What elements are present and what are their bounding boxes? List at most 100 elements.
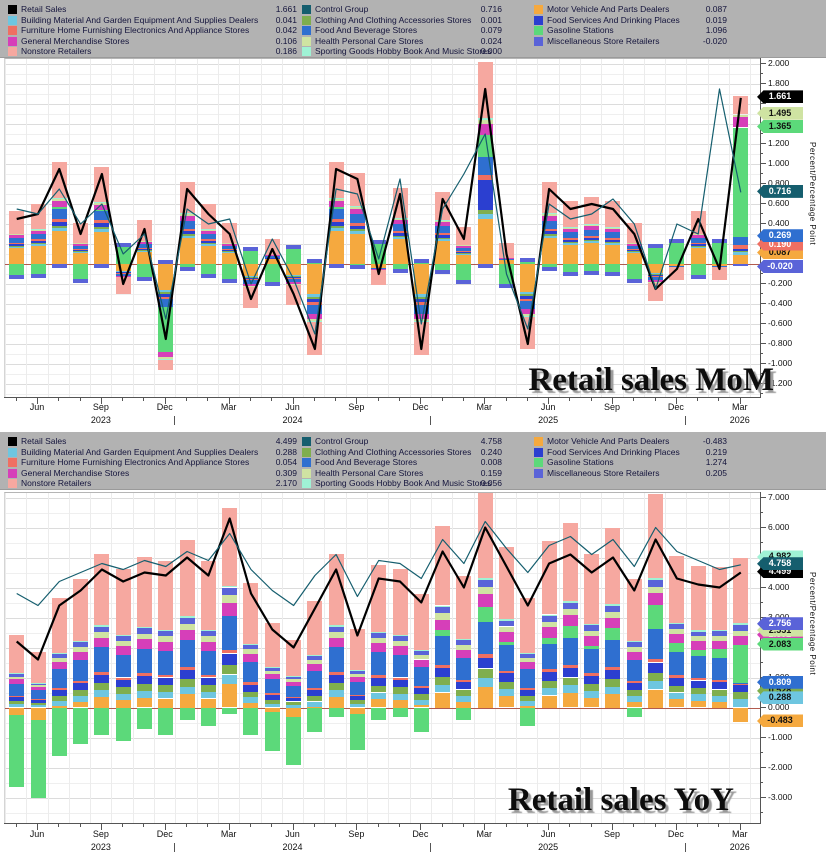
mom-gridline-h: [5, 144, 761, 145]
mom-bar-clothing: [222, 251, 238, 252]
mom-y-axis-label: 1.000: [768, 158, 790, 168]
mom-legend-label-furniture[interactable]: Furniture Home Furnishing Electronics An…: [21, 25, 250, 36]
yoy-bar-genmerch: [222, 602, 238, 616]
yoy-legend-label-health[interactable]: Health Personal Care Stores: [315, 467, 424, 478]
yoy-gridline-h: [5, 737, 761, 739]
mom-y-tick: [760, 143, 766, 144]
yoy-bar-foodserv: [51, 689, 67, 696]
mom-bar-building: [456, 254, 472, 255]
yoy-bar-health: [499, 626, 514, 633]
mom-legend-label-gasoline[interactable]: Gasoline Stations: [547, 25, 614, 36]
yoy-legend-swatch-health: [302, 468, 311, 478]
yoy-x-tick-label: Mar: [732, 829, 748, 839]
mom-bar-misc: [392, 269, 408, 273]
yoy-y-tick: [760, 601, 763, 603]
yoy-bar-misc: [30, 683, 46, 685]
mom-bar-genmerch: [562, 229, 578, 232]
yoy-bar-misc: [392, 635, 408, 641]
yoy-bar-clothing: [115, 687, 131, 694]
mom-legend-value-gasoline: 1.096: [705, 25, 727, 36]
mom-gridline-v: [494, 59, 496, 398]
yoy-bar-nonstore: [648, 493, 664, 579]
yoy-bar-motor: [392, 700, 408, 708]
mom-legend-label-motor[interactable]: Motor Vehicle And Parts Dealers: [547, 4, 670, 14]
yoy-bar-genmerch: [30, 686, 46, 691]
mom-legend-label-retail[interactable]: Retail Sales: [21, 4, 67, 14]
yoy-legend-swatch-gasoline: [534, 458, 543, 468]
yoy-legend-label-sporting[interactable]: Sporting Goods Hobby Book And Music Stor…: [315, 478, 492, 489]
yoy-bar-genmerch: [499, 632, 514, 643]
yoy-bar-gasoline: [371, 707, 387, 720]
mom-legend-label-misc[interactable]: Miscellaneous Store Retailers: [547, 35, 660, 46]
yoy-bar-building: [541, 688, 557, 696]
mom-bar-genmerch: [413, 314, 429, 319]
mom-bar-motor: [222, 253, 238, 264]
yoy-value-tag: 2.083: [757, 637, 803, 651]
yoy-legend-label-gasoline[interactable]: Gasoline Stations: [547, 457, 614, 468]
mom-bar-building: [307, 294, 323, 297]
mom-legend-label-health[interactable]: Health Personal Care Stores: [315, 35, 424, 46]
mom-x-tick: [122, 398, 124, 401]
mom-gridline-v: [516, 59, 518, 398]
mom-legend-label-sporting[interactable]: Sporting Goods Hobby Book And Music Stor…: [315, 46, 492, 57]
mom-bar-sporting: [349, 206, 365, 207]
yoy-legend-label-misc[interactable]: Miscellaneous Store Retailers: [547, 467, 660, 478]
mom-bar-foodbev: [94, 211, 110, 220]
yoy-bar-gasoline: [690, 649, 706, 656]
yoy-plot[interactable]: [4, 492, 761, 824]
mom-bar-sporting: [158, 359, 174, 360]
mom-bar-foodbev: [307, 305, 323, 314]
yoy-legend-label-foodbev[interactable]: Food And Beverage Stores: [315, 457, 418, 468]
mom-bar-furniture: [73, 249, 89, 250]
mom-bar-misc: [669, 239, 685, 243]
yoy-legend-label-motor[interactable]: Motor Vehicle And Parts Dealers: [547, 436, 670, 446]
yoy-legend-label-clothing[interactable]: Clothing And Clothing Accessories Stores: [315, 446, 472, 457]
mom-bar-health: [733, 114, 749, 117]
yoy-line-retail: [15, 517, 742, 661]
yoy-legend-label-building[interactable]: Building Material And Garden Equipment A…: [21, 446, 259, 457]
yoy-x-tick: [548, 824, 550, 830]
mom-bar-genmerch: [456, 246, 472, 248]
mom-bar-health: [307, 319, 323, 321]
mom-legend-label-genmerch[interactable]: General Merchandise Stores: [21, 35, 130, 46]
mom-bar-gasoline: [392, 264, 408, 269]
yoy-bar-nonstore: [51, 598, 67, 653]
yoy-bar-furniture: [9, 695, 25, 697]
mom-legend-label-building[interactable]: Building Material And Garden Equipment A…: [21, 14, 259, 25]
yoy-gridline-v: [388, 493, 390, 824]
yoy-legend-label-furniture[interactable]: Furniture Home Furnishing Electronics An…: [21, 457, 250, 468]
yoy-bar-furniture: [413, 685, 429, 688]
mom-bar-foodbev: [158, 299, 174, 307]
yoy-bar-foodserv: [136, 675, 152, 684]
mom-legend-label-foodserv[interactable]: Food Services And Drinking Places: [547, 14, 680, 25]
yoy-bar-nonstore: [456, 576, 472, 640]
mom-legend-label-foodbev[interactable]: Food And Beverage Stores: [315, 25, 418, 36]
yoy-legend-label-genmerch[interactable]: General Merchandise Stores: [21, 467, 130, 478]
mom-legend-label-clothing[interactable]: Clothing And Clothing Accessories Stores: [315, 14, 472, 25]
mom-y-tick: [760, 353, 763, 354]
yoy-bar-clothing: [605, 679, 621, 687]
mom-gridline-h: [5, 364, 761, 365]
yoy-legend-label-foodserv[interactable]: Food Services And Drinking Places: [547, 446, 680, 457]
mom-legend-swatch-foodserv: [534, 15, 543, 25]
mom-bar-misc: [690, 275, 706, 279]
mom-bar-health: [392, 219, 408, 220]
yoy-bar-sporting: [30, 682, 46, 684]
yoy-y-axis-label: 3.000: [768, 611, 790, 622]
mom-bar-sporting: [328, 198, 344, 199]
yoy-bar-nonstore: [115, 568, 131, 635]
yoy-legend-swatch-sporting: [302, 479, 311, 489]
yoy-legend-label-control[interactable]: Control Group: [315, 436, 369, 446]
mom-bar-motor: [349, 234, 365, 264]
mom-legend-label-nonstore[interactable]: Nonstore Retailers: [21, 46, 92, 57]
yoy-bar-furniture: [499, 670, 514, 674]
yoy-bar-health: [243, 649, 259, 654]
yoy-bar-sporting: [520, 652, 536, 654]
mom-legend-label-control[interactable]: Control Group: [315, 4, 369, 14]
yoy-legend-label-retail[interactable]: Retail Sales: [21, 436, 67, 446]
yoy-bar-foodbev: [307, 670, 323, 689]
mom-plot[interactable]: [4, 58, 761, 398]
mom-gridline-v: [217, 59, 219, 398]
yoy-bar-foodserv: [200, 677, 216, 686]
yoy-legend-label-nonstore[interactable]: Nonstore Retailers: [21, 478, 92, 489]
